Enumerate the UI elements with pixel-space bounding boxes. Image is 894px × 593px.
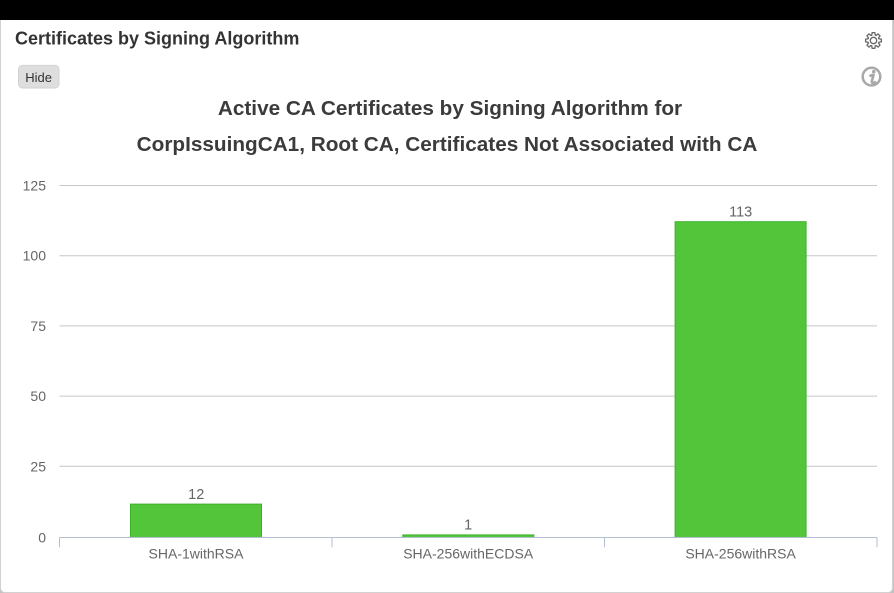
svg-text:50: 50 [30,388,46,404]
svg-text:Active CA Certificates by Sign: Active CA Certificates by Signing Algori… [218,97,682,120]
svg-text:0: 0 [38,529,46,545]
svg-text:12: 12 [188,487,204,503]
svg-text:Certificates by Signing Algori: Certificates by Signing Algorithm [15,28,299,48]
svg-text:1: 1 [464,518,472,534]
svg-text:125: 125 [23,178,47,194]
svg-text:Hide: Hide [25,70,52,85]
svg-text:75: 75 [30,318,46,334]
svg-text:SHA-1withRSA: SHA-1withRSA [149,545,245,561]
svg-text:100: 100 [23,248,47,264]
svg-text:SHA-256withRSA: SHA-256withRSA [685,545,796,561]
svg-text:CorpIssuingCA1, Root CA, Certi: CorpIssuingCA1, Root CA, Certificates No… [137,133,758,156]
svg-text:113: 113 [729,204,752,220]
svg-text:SHA-256withECDSA: SHA-256withECDSA [403,545,534,561]
svg-text:25: 25 [30,458,46,474]
